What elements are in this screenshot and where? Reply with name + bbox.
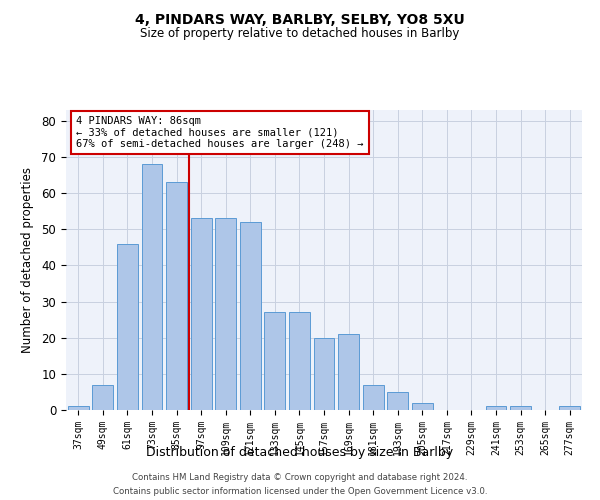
Bar xyxy=(338,334,359,410)
Bar xyxy=(387,392,408,410)
Bar xyxy=(362,384,383,410)
Text: Distribution of detached houses by size in Barlby: Distribution of detached houses by size … xyxy=(146,446,454,459)
Text: 4, PINDARS WAY, BARLBY, SELBY, YO8 5XU: 4, PINDARS WAY, BARLBY, SELBY, YO8 5XU xyxy=(135,12,465,26)
Bar xyxy=(117,244,138,410)
Bar xyxy=(559,406,580,410)
Bar xyxy=(510,406,531,410)
Bar xyxy=(68,406,89,410)
Bar xyxy=(142,164,163,410)
Text: Contains public sector information licensed under the Open Government Licence v3: Contains public sector information licen… xyxy=(113,486,487,496)
Bar xyxy=(289,312,310,410)
Bar xyxy=(485,406,506,410)
Text: 4 PINDARS WAY: 86sqm
← 33% of detached houses are smaller (121)
67% of semi-deta: 4 PINDARS WAY: 86sqm ← 33% of detached h… xyxy=(76,116,364,149)
Bar xyxy=(240,222,261,410)
Bar xyxy=(314,338,334,410)
Bar xyxy=(191,218,212,410)
Text: Size of property relative to detached houses in Barlby: Size of property relative to detached ho… xyxy=(140,28,460,40)
Text: Contains HM Land Registry data © Crown copyright and database right 2024.: Contains HM Land Registry data © Crown c… xyxy=(132,473,468,482)
Y-axis label: Number of detached properties: Number of detached properties xyxy=(22,167,34,353)
Bar xyxy=(215,218,236,410)
Bar xyxy=(412,403,433,410)
Bar xyxy=(265,312,286,410)
Bar xyxy=(92,384,113,410)
Bar xyxy=(166,182,187,410)
